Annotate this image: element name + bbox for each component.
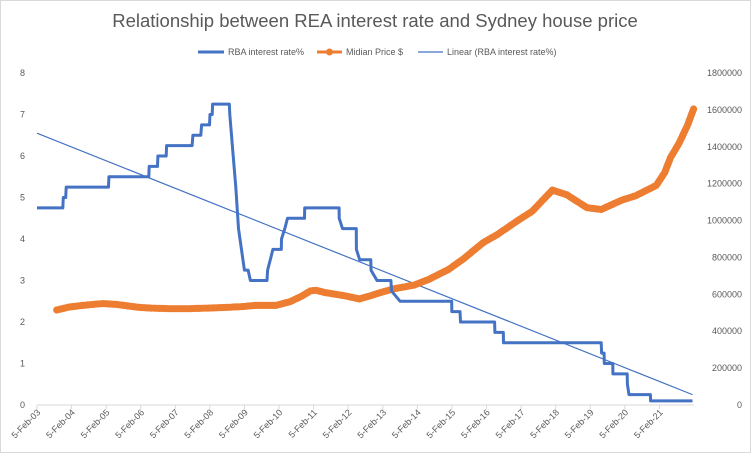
x-tick-label: 5-Feb-20 bbox=[597, 407, 630, 440]
x-tick-label: 5-Feb-10 bbox=[252, 407, 285, 440]
legend-item-price: Midian Price $ bbox=[317, 47, 403, 57]
x-tick-label: 5-Feb-18 bbox=[528, 407, 561, 440]
x-tick-label: 5-Feb-14 bbox=[390, 407, 423, 440]
left-tick-label: 8 bbox=[20, 68, 25, 78]
right-tick-label: 200000 bbox=[712, 363, 742, 373]
left-tick-label: 0 bbox=[20, 400, 25, 410]
x-tick-label: 5-Feb-06 bbox=[113, 407, 146, 440]
x-tick-label: 5-Feb-19 bbox=[563, 407, 596, 440]
right-tick-label: 1000000 bbox=[707, 216, 742, 226]
legend: RBA interest rate% Midian Price $ Linear… bbox=[198, 47, 557, 57]
x-tick-label: 5-Feb-09 bbox=[217, 407, 250, 440]
legend-label-rba: RBA interest rate% bbox=[228, 47, 304, 57]
left-tick-label: 1 bbox=[20, 359, 25, 369]
legend-label-price: Midian Price $ bbox=[346, 47, 403, 57]
x-tick-label: 5-Feb-13 bbox=[355, 407, 388, 440]
x-tick-label: 5-Feb-05 bbox=[79, 407, 112, 440]
x-axis-ticks: 5-Feb-03 5-Feb-04 5-Feb-05 5-Feb-06 5-Feb-07… bbox=[10, 405, 665, 440]
series-markers-price bbox=[53, 105, 698, 314]
x-tick-label: 5-Feb-04 bbox=[44, 407, 77, 440]
trendline-linear bbox=[36, 132, 693, 396]
x-tick-label: 5-Feb-08 bbox=[182, 407, 215, 440]
x-tick-label: 5-Feb-07 bbox=[148, 407, 181, 440]
right-tick-label: 0 bbox=[737, 400, 742, 410]
left-tick-label: 7 bbox=[20, 110, 25, 120]
right-tick-label: 1800000 bbox=[707, 68, 742, 78]
x-tick-label: 5-Feb-16 bbox=[459, 407, 492, 440]
x-tick-label: 5-Feb-03 bbox=[10, 407, 43, 440]
legend-item-rba: RBA interest rate% bbox=[198, 47, 304, 57]
series-layer bbox=[36, 102, 698, 403]
x-tick-label: 5-Feb-17 bbox=[494, 407, 527, 440]
right-axis-ticks: 0 200000 400000 600000 800000 1000000 1200000 1… bbox=[707, 68, 742, 410]
right-tick-label: 600000 bbox=[712, 289, 742, 299]
legend-item-linear: Linear (RBA interest rate%) bbox=[418, 47, 557, 57]
left-tick-label: 4 bbox=[20, 234, 25, 244]
right-tick-label: 400000 bbox=[712, 326, 742, 336]
left-tick-label: 3 bbox=[20, 276, 25, 286]
x-tick-label: 5-Feb-15 bbox=[424, 407, 457, 440]
chart-title: Relationship between REA interest rate a… bbox=[112, 10, 638, 31]
legend-label-linear: Linear (RBA interest rate%) bbox=[447, 47, 557, 57]
left-axis-ticks: 0 1 2 3 4 5 6 7 8 bbox=[20, 68, 25, 410]
right-tick-label: 1600000 bbox=[707, 105, 742, 115]
x-tick-label: 5-Feb-21 bbox=[632, 407, 665, 440]
right-tick-label: 1400000 bbox=[707, 142, 742, 152]
left-tick-label: 6 bbox=[20, 151, 25, 161]
legend-marker-price bbox=[326, 48, 333, 56]
right-tick-label: 800000 bbox=[712, 252, 742, 262]
x-tick-label: 5-Feb-12 bbox=[321, 407, 354, 440]
right-tick-label: 1200000 bbox=[707, 179, 742, 189]
left-tick-label: 2 bbox=[20, 317, 25, 327]
series-line-rba bbox=[37, 102, 693, 403]
x-tick-label: 5-Feb-11 bbox=[287, 407, 319, 439]
left-tick-label: 5 bbox=[20, 193, 25, 203]
data-point bbox=[690, 105, 698, 113]
